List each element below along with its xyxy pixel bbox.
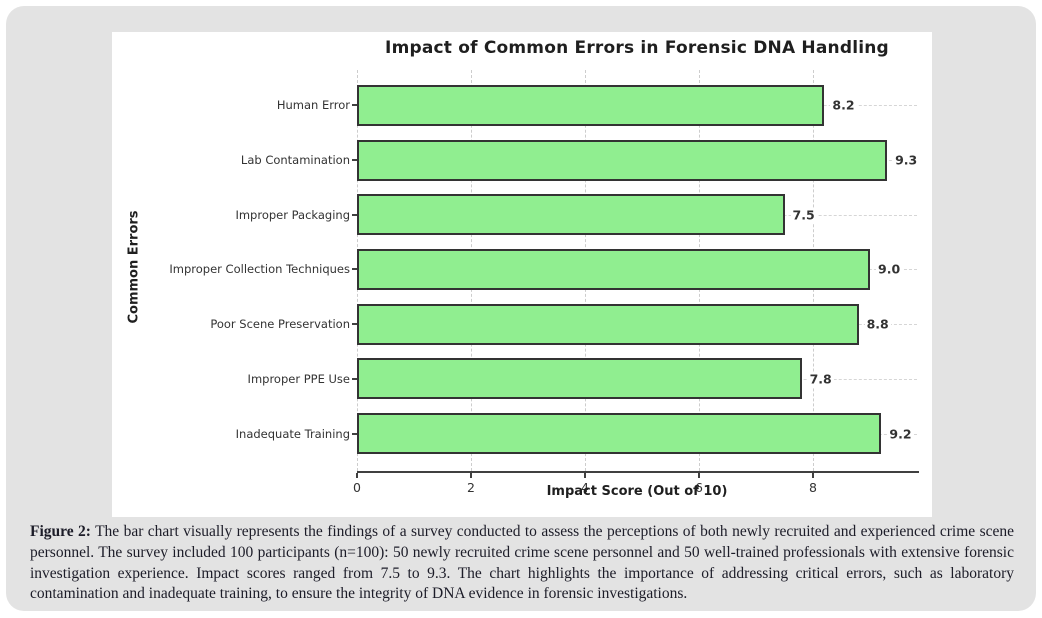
y-tick-mark — [352, 323, 357, 326]
category-label: Poor Scene Preservation — [210, 317, 350, 332]
y-tick-mark — [352, 159, 357, 162]
category-label: Human Error — [276, 98, 350, 113]
category-label: Improper Packaging — [235, 207, 350, 222]
bar — [357, 139, 888, 181]
category-label: Inadequate Training — [235, 426, 350, 441]
bar-value-label: 8.8 — [864, 316, 891, 332]
category-label: Lab Contamination — [240, 153, 350, 168]
figure-image: Impact of Common Errors in Forensic DNA … — [112, 32, 932, 517]
bar-value-label: 7.8 — [807, 371, 834, 387]
x-tick-label: 2 — [467, 480, 475, 495]
y-tick-mark — [352, 432, 357, 435]
bar-value-label: 9.3 — [893, 152, 920, 168]
category-label: Improper Collection Techniques — [169, 262, 350, 277]
bar — [357, 248, 870, 290]
bar-value-label: 8.2 — [830, 97, 857, 113]
caption-figure-number: Figure 2: — [30, 523, 91, 540]
document-panel: Impact of Common Errors in Forensic DNA … — [6, 6, 1036, 611]
x-tick-label: 8 — [809, 480, 817, 495]
category-axis: Human Error Lab Contamination Improper Pac… — [112, 70, 350, 471]
x-tick-label: 6 — [695, 480, 703, 495]
x-tick-label: 0 — [353, 480, 361, 495]
y-tick-mark — [352, 268, 357, 271]
y-tick-mark — [352, 213, 357, 216]
x-tick-mark — [698, 473, 700, 478]
chart-title: Impact of Common Errors in Forensic DNA … — [385, 38, 889, 58]
x-tick-mark — [584, 473, 586, 478]
bar-value-label: 7.5 — [790, 207, 817, 223]
caption-text: The bar chart visually represents the fi… — [30, 523, 1015, 603]
x-tick-mark — [812, 473, 814, 478]
plot-area: 0 2 4 6 8 8.2 9.3 7.5 9.0 8.8 7.8 9.2 — [352, 70, 920, 495]
y-axis-label: Common Errors — [126, 210, 142, 324]
category-label: Improper PPE Use — [247, 371, 350, 386]
bar — [357, 194, 785, 236]
x-axis-label: Impact Score (Out of 10) — [546, 484, 728, 499]
bar — [357, 358, 802, 400]
x-tick-mark — [470, 473, 472, 478]
bar-value-label: 9.0 — [876, 261, 903, 277]
bar-value-label: 9.2 — [887, 426, 914, 442]
figure-caption: Figure 2: The bar chart visually represe… — [30, 522, 1014, 605]
x-tick-mark — [356, 473, 358, 478]
x-tick-label: 4 — [581, 480, 589, 495]
bar — [357, 84, 825, 126]
y-tick-mark — [352, 377, 357, 380]
bar — [357, 303, 859, 345]
bar — [357, 413, 882, 455]
y-tick-mark — [352, 104, 357, 107]
x-axis-line — [357, 471, 919, 473]
